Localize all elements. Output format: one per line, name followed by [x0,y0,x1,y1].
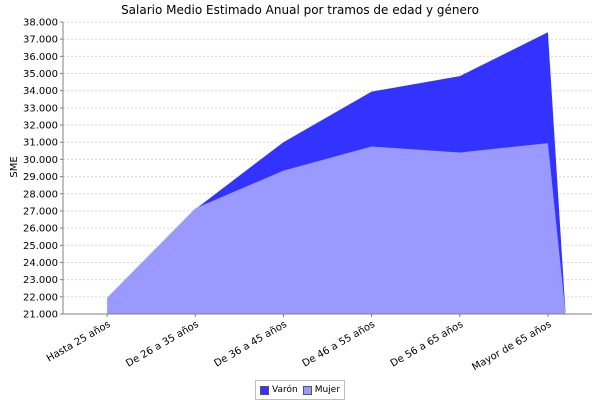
legend-swatch-mujer [302,385,312,395]
y-tick-label: 21.000 [23,310,58,321]
legend-item-varon: Varón [260,385,298,395]
legend-swatch-varon [260,385,269,395]
y-tick-label: 23.000 [23,275,58,286]
y-tick-label: 32.000 [23,121,58,132]
x-tick-label: De 56 a 65 años [389,319,465,370]
x-tick-label: Mayor de 65 años [470,319,553,373]
y-tick-label: 31.000 [23,138,58,149]
y-tick-label: 37.000 [23,35,58,46]
x-tick-label: De 26 a 35 años [124,319,200,370]
chart-title: Salario Medio Estimado Anual por tramos … [121,3,479,17]
x-tick-label: De 36 a 45 años [212,319,288,370]
y-tick-label: 28.000 [23,189,58,200]
legend-item-mujer: Mujer [302,385,340,395]
legend-label-varon: Varón [272,385,298,395]
x-tick-label: Hasta 25 años [45,319,113,364]
y-axis-label: SME [9,156,20,177]
y-tick-label: 26.000 [23,224,58,235]
y-tick-label: 24.000 [23,258,58,269]
axes [62,22,592,315]
y-tick-labels: 21.000 22.000 23.000 24.000 25.000 26.000 27.0… [23,18,63,321]
legend: Varón Mujer [255,380,345,400]
y-tick-label: 22.000 [23,292,58,303]
y-tick-label: 30.000 [23,155,58,166]
legend-label-mujer: Mujer [314,385,340,395]
area-mujer [107,143,566,314]
y-tick-label: 29.000 [23,172,58,183]
y-tick-label: 27.000 [23,206,58,217]
x-tick-label: De 46 a 55 años [301,319,377,370]
y-tick-label: 38.000 [23,18,58,29]
y-tick-label: 36.000 [23,52,58,63]
x-tick-labels: Hasta 25 años De 26 a 35 años De 36 a 45 a… [45,314,553,373]
y-tick-label: 34.000 [23,86,58,97]
y-tick-label: 33.000 [23,103,58,114]
area-series [107,32,566,315]
y-tick-label: 25.000 [23,241,58,252]
y-tick-label: 35.000 [23,69,58,80]
